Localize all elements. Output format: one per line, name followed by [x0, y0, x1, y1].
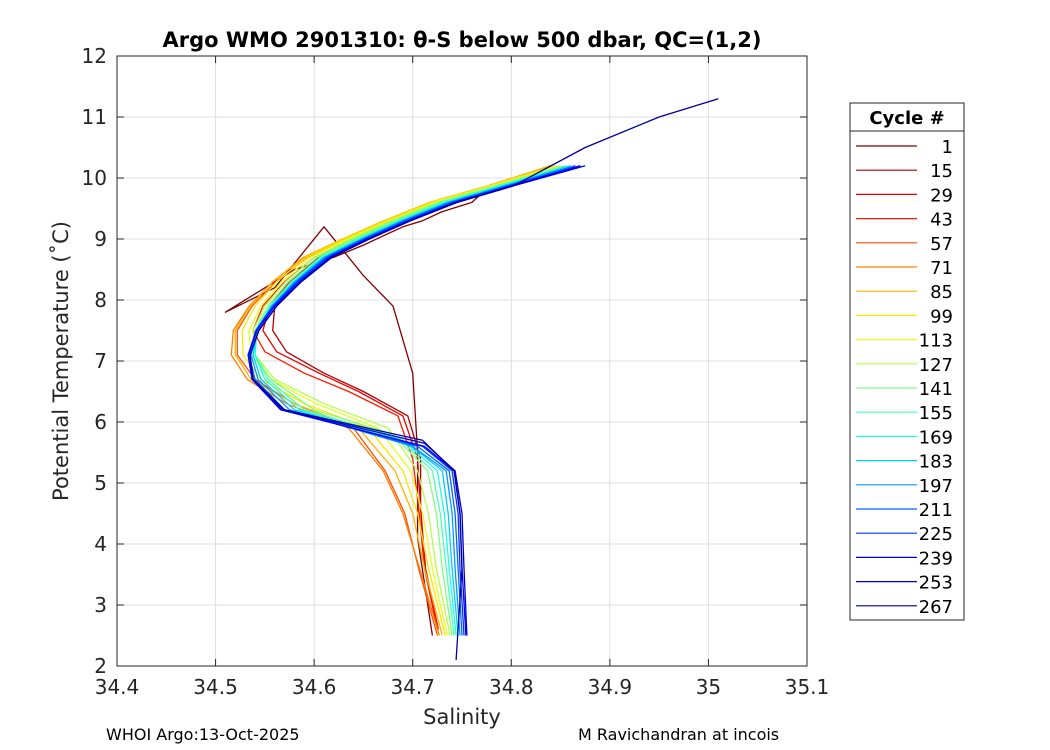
y-tick-label: 9 — [94, 227, 107, 251]
y-tick-label: 11 — [82, 105, 107, 129]
series-line-cycle-127 — [252, 165, 561, 636]
x-tick-label: 34.8 — [489, 675, 534, 699]
legend-entries: 1 15 29 43 57 71 85 99 113 127 141 155 169 183 197 211 2… — [856, 137, 953, 618]
y-tick-label: 2 — [94, 654, 107, 678]
legend-box — [849, 102, 965, 621]
y-tick-label: 4 — [94, 532, 107, 556]
legend-entry-label: 267 — [919, 597, 953, 618]
x-axis-label: Salinity — [423, 705, 501, 729]
x-tick-label: 35 — [696, 675, 721, 699]
legend: Cycle # 1 15 29 43 57 71 85 99 113 127 141 155 169 18… — [849, 102, 965, 621]
y-tick-label: 3 — [94, 593, 107, 617]
series-line-cycle-1 — [224, 183, 493, 636]
series-line-cycle-225 — [247, 165, 581, 636]
legend-entry-label: 155 — [919, 403, 953, 424]
y-tick-label: 5 — [94, 471, 107, 495]
series-line-cycle-99 — [241, 165, 556, 636]
y-tick-label: 8 — [94, 288, 107, 312]
legend-entry-label: 211 — [919, 500, 953, 521]
plot-area: 34.4 34.5 34.6 34.7 34.8 34.9 35 35.1 2 3 4 5 6 7 8 9 10… — [82, 44, 830, 699]
legend-entry-label: 197 — [919, 476, 953, 497]
legend-entry-label: 57 — [930, 234, 953, 255]
legend-entry-label: 113 — [919, 331, 953, 352]
legend-entry-label: 183 — [919, 452, 953, 473]
legend-entry-label: 29 — [930, 185, 953, 206]
x-tick-label: 34.6 — [292, 675, 337, 699]
x-tick-label: 34.9 — [588, 675, 633, 699]
y-tick-label: 10 — [82, 166, 107, 190]
series-line-cycle-85 — [234, 165, 551, 636]
footer-source: WHOI Argo:13-Oct-2025 — [106, 725, 300, 744]
y-axis-label: Potential Temperature (˚C) — [49, 221, 73, 501]
x-tick-label: 35.1 — [785, 675, 830, 699]
footer-author: M Ravichandran at incois — [578, 725, 780, 744]
series-line-cycle-141 — [254, 165, 566, 636]
legend-entry-label: 225 — [919, 524, 953, 545]
legend-entry-label: 239 — [919, 548, 953, 569]
legend-entry-label: 1 — [942, 137, 953, 158]
legend-entry-label: 141 — [919, 379, 953, 400]
y-tick-label: 6 — [94, 410, 107, 434]
chart-title: Argo WMO 2901310: θ-S below 500 dbar, QC… — [163, 28, 762, 52]
axis-ticks: 34.4 34.5 34.6 34.7 34.8 34.9 35 35.1 2 3 4 5 6 7 8 9 10… — [82, 44, 830, 699]
x-tick-label: 34.7 — [390, 675, 435, 699]
legend-entry-label: 169 — [919, 427, 953, 448]
legend-entry-label: 127 — [919, 355, 953, 376]
legend-entry-label: 99 — [930, 306, 953, 327]
legend-entry-label: 71 — [930, 258, 953, 279]
x-tick-label: 34.5 — [193, 675, 238, 699]
x-tick-label: 34.4 — [95, 675, 140, 699]
y-tick-label: 12 — [82, 44, 107, 68]
series-lines — [224, 98, 719, 660]
y-tick-label: 7 — [94, 349, 107, 373]
grid — [117, 56, 807, 666]
series-line-cycle-113 — [248, 165, 561, 636]
legend-entry-label: 253 — [919, 573, 953, 594]
legend-entry-label: 85 — [930, 282, 953, 303]
series-line-cycle-267 — [249, 98, 719, 660]
legend-entry-label: 15 — [930, 161, 953, 182]
legend-entry-label: 43 — [930, 210, 953, 231]
legend-title: Cycle # — [869, 108, 944, 129]
